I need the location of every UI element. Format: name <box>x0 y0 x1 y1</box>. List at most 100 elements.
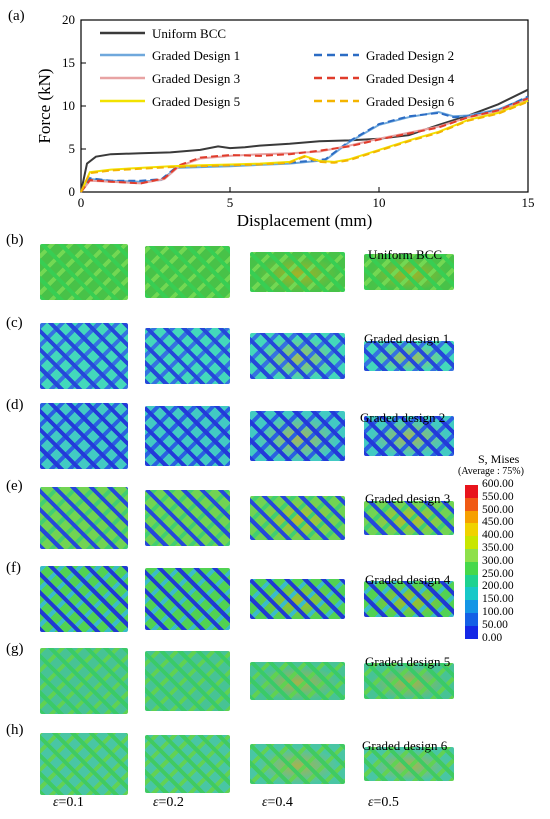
legend-label-4: Graded Design 3 <box>152 71 240 86</box>
legend-label-2: Graded Design 1 <box>152 48 240 63</box>
lattice-image <box>250 496 345 540</box>
strain-caption-0.5: ε=0.5 <box>368 795 399 810</box>
y-tick-label: 0 <box>69 184 76 199</box>
lattice-image <box>145 406 230 466</box>
y-tick-label: 15 <box>62 55 75 70</box>
colorbar-level-label: 150.00 <box>482 593 514 606</box>
lattice-image <box>364 747 454 781</box>
colorbar-segment <box>465 574 478 588</box>
series-line-2 <box>80 96 529 193</box>
lattice-image <box>145 651 230 711</box>
panel-label-g: (g) <box>6 641 24 657</box>
series-line-5 <box>80 97 529 193</box>
plot-frame <box>80 19 529 193</box>
colorbar-level-label: 0.00 <box>482 631 503 644</box>
colorbar-level-label: 250.00 <box>482 567 514 580</box>
force-displacement-chart: 0 5 10 15 0 5 10 15 20 Displacement (mm) Force (kN… <box>35 12 535 230</box>
panel-label-d: (d) <box>6 397 24 413</box>
lattice-image <box>364 341 454 371</box>
colorbar-segment <box>465 587 478 601</box>
strain-caption-0.2: ε=0.2 <box>153 795 184 810</box>
lattice-image <box>145 735 230 793</box>
colorbar-level-label: 50.00 <box>482 618 508 631</box>
design-label-graded-4: Graded design 4 <box>365 572 451 587</box>
strain-caption-0.1: ε=0.1 <box>53 795 84 810</box>
panel-label-a: (a) <box>8 8 25 24</box>
colorbar-segment <box>465 549 478 563</box>
lattice-image <box>250 744 345 784</box>
panel-label-f: (f) <box>6 560 21 576</box>
panel-label-b: (b) <box>6 232 24 248</box>
design-label-graded-2: Graded design 2 <box>360 410 446 425</box>
x-tick-label: 10 <box>373 195 386 210</box>
design-label-graded-3: Graded design 3 <box>365 491 451 506</box>
x-tick-label: 0 <box>78 195 85 210</box>
colorbar-segment <box>465 536 478 550</box>
colorbar-level-label: 550.00 <box>482 490 514 503</box>
legend-label-1: Uniform BCC <box>152 26 226 41</box>
colorbar-segment <box>465 600 478 614</box>
legend-label-3: Graded Design 2 <box>366 48 454 63</box>
colorbar-segment <box>465 625 478 640</box>
x-axis-label: Displacement (mm) <box>237 211 373 230</box>
panel-label-c: (c) <box>6 315 23 331</box>
lattice-image <box>145 568 230 630</box>
lattice-image <box>40 323 128 389</box>
colorbar-segment <box>465 497 478 512</box>
legend-label-6: Graded Design 5 <box>152 94 240 109</box>
design-label-graded-5: Graded design 5 <box>365 654 451 669</box>
legend-label-7: Graded Design 6 <box>366 94 455 109</box>
lattice-image <box>364 416 454 456</box>
lattice-image <box>250 411 345 461</box>
panel-label-h: (h) <box>6 722 24 738</box>
colorbar-segment <box>465 523 478 537</box>
lattice-image <box>250 662 345 700</box>
lattice-image <box>250 252 345 292</box>
lattice-image <box>145 246 230 298</box>
design-label-uniform: Uniform BCC <box>368 247 443 262</box>
colorbar-segment <box>465 510 478 524</box>
legend-label-5: Graded Design 4 <box>366 71 455 86</box>
x-tick-label: 15 <box>522 195 535 210</box>
y-axis-label: Force (kN) <box>35 68 54 143</box>
series-line-3 <box>80 95 529 193</box>
lattice-image <box>40 566 128 632</box>
y-tick-label: 5 <box>69 141 76 156</box>
colorbar-segment <box>465 613 478 627</box>
series-line-1 <box>80 88 529 193</box>
colorbar-level-label: 450.00 <box>482 516 514 529</box>
lattice-image <box>250 333 345 379</box>
strain-caption-0.4: ε=0.4 <box>262 795 293 810</box>
lattice-image <box>40 403 128 469</box>
design-label-graded-6: Graded design 6 <box>362 738 448 753</box>
colorbar-level-label: 400.00 <box>482 529 514 542</box>
lattice-image <box>364 501 454 535</box>
lattice-image <box>40 733 128 795</box>
lattice-image <box>250 579 345 619</box>
colorbar-title: S, Mises <box>478 452 520 466</box>
y-tick-label: 10 <box>62 98 75 113</box>
series-line-4 <box>80 98 529 193</box>
design-label-graded-1: Graded design 1 <box>364 331 450 346</box>
y-tick-label: 20 <box>62 12 75 27</box>
panel-label-e: (e) <box>6 478 23 494</box>
lattice-image <box>40 648 128 714</box>
lattice-image <box>364 581 454 617</box>
lattice-image <box>145 490 230 546</box>
series-line-7 <box>80 100 529 193</box>
lattice-image <box>40 487 128 549</box>
lattice-image <box>364 663 454 699</box>
series-line-6 <box>80 99 529 193</box>
colorbar-level-label: 300.00 <box>482 554 514 567</box>
colorbar-level-label: 200.00 <box>482 580 514 593</box>
colorbar-level-label: 100.00 <box>482 606 514 618</box>
lattice-image <box>364 254 454 290</box>
colorbar-segment <box>465 561 478 576</box>
colorbar-level-label: 500.00 <box>482 503 514 516</box>
colorbar-subtitle: (Average : 75%) <box>458 466 524 477</box>
x-tick-label: 5 <box>227 195 234 210</box>
colorbar-level-label: 600.00 <box>482 478 514 490</box>
colorbar-segment <box>465 485 478 499</box>
lattice-image <box>145 328 230 384</box>
lattice-image <box>40 244 128 300</box>
